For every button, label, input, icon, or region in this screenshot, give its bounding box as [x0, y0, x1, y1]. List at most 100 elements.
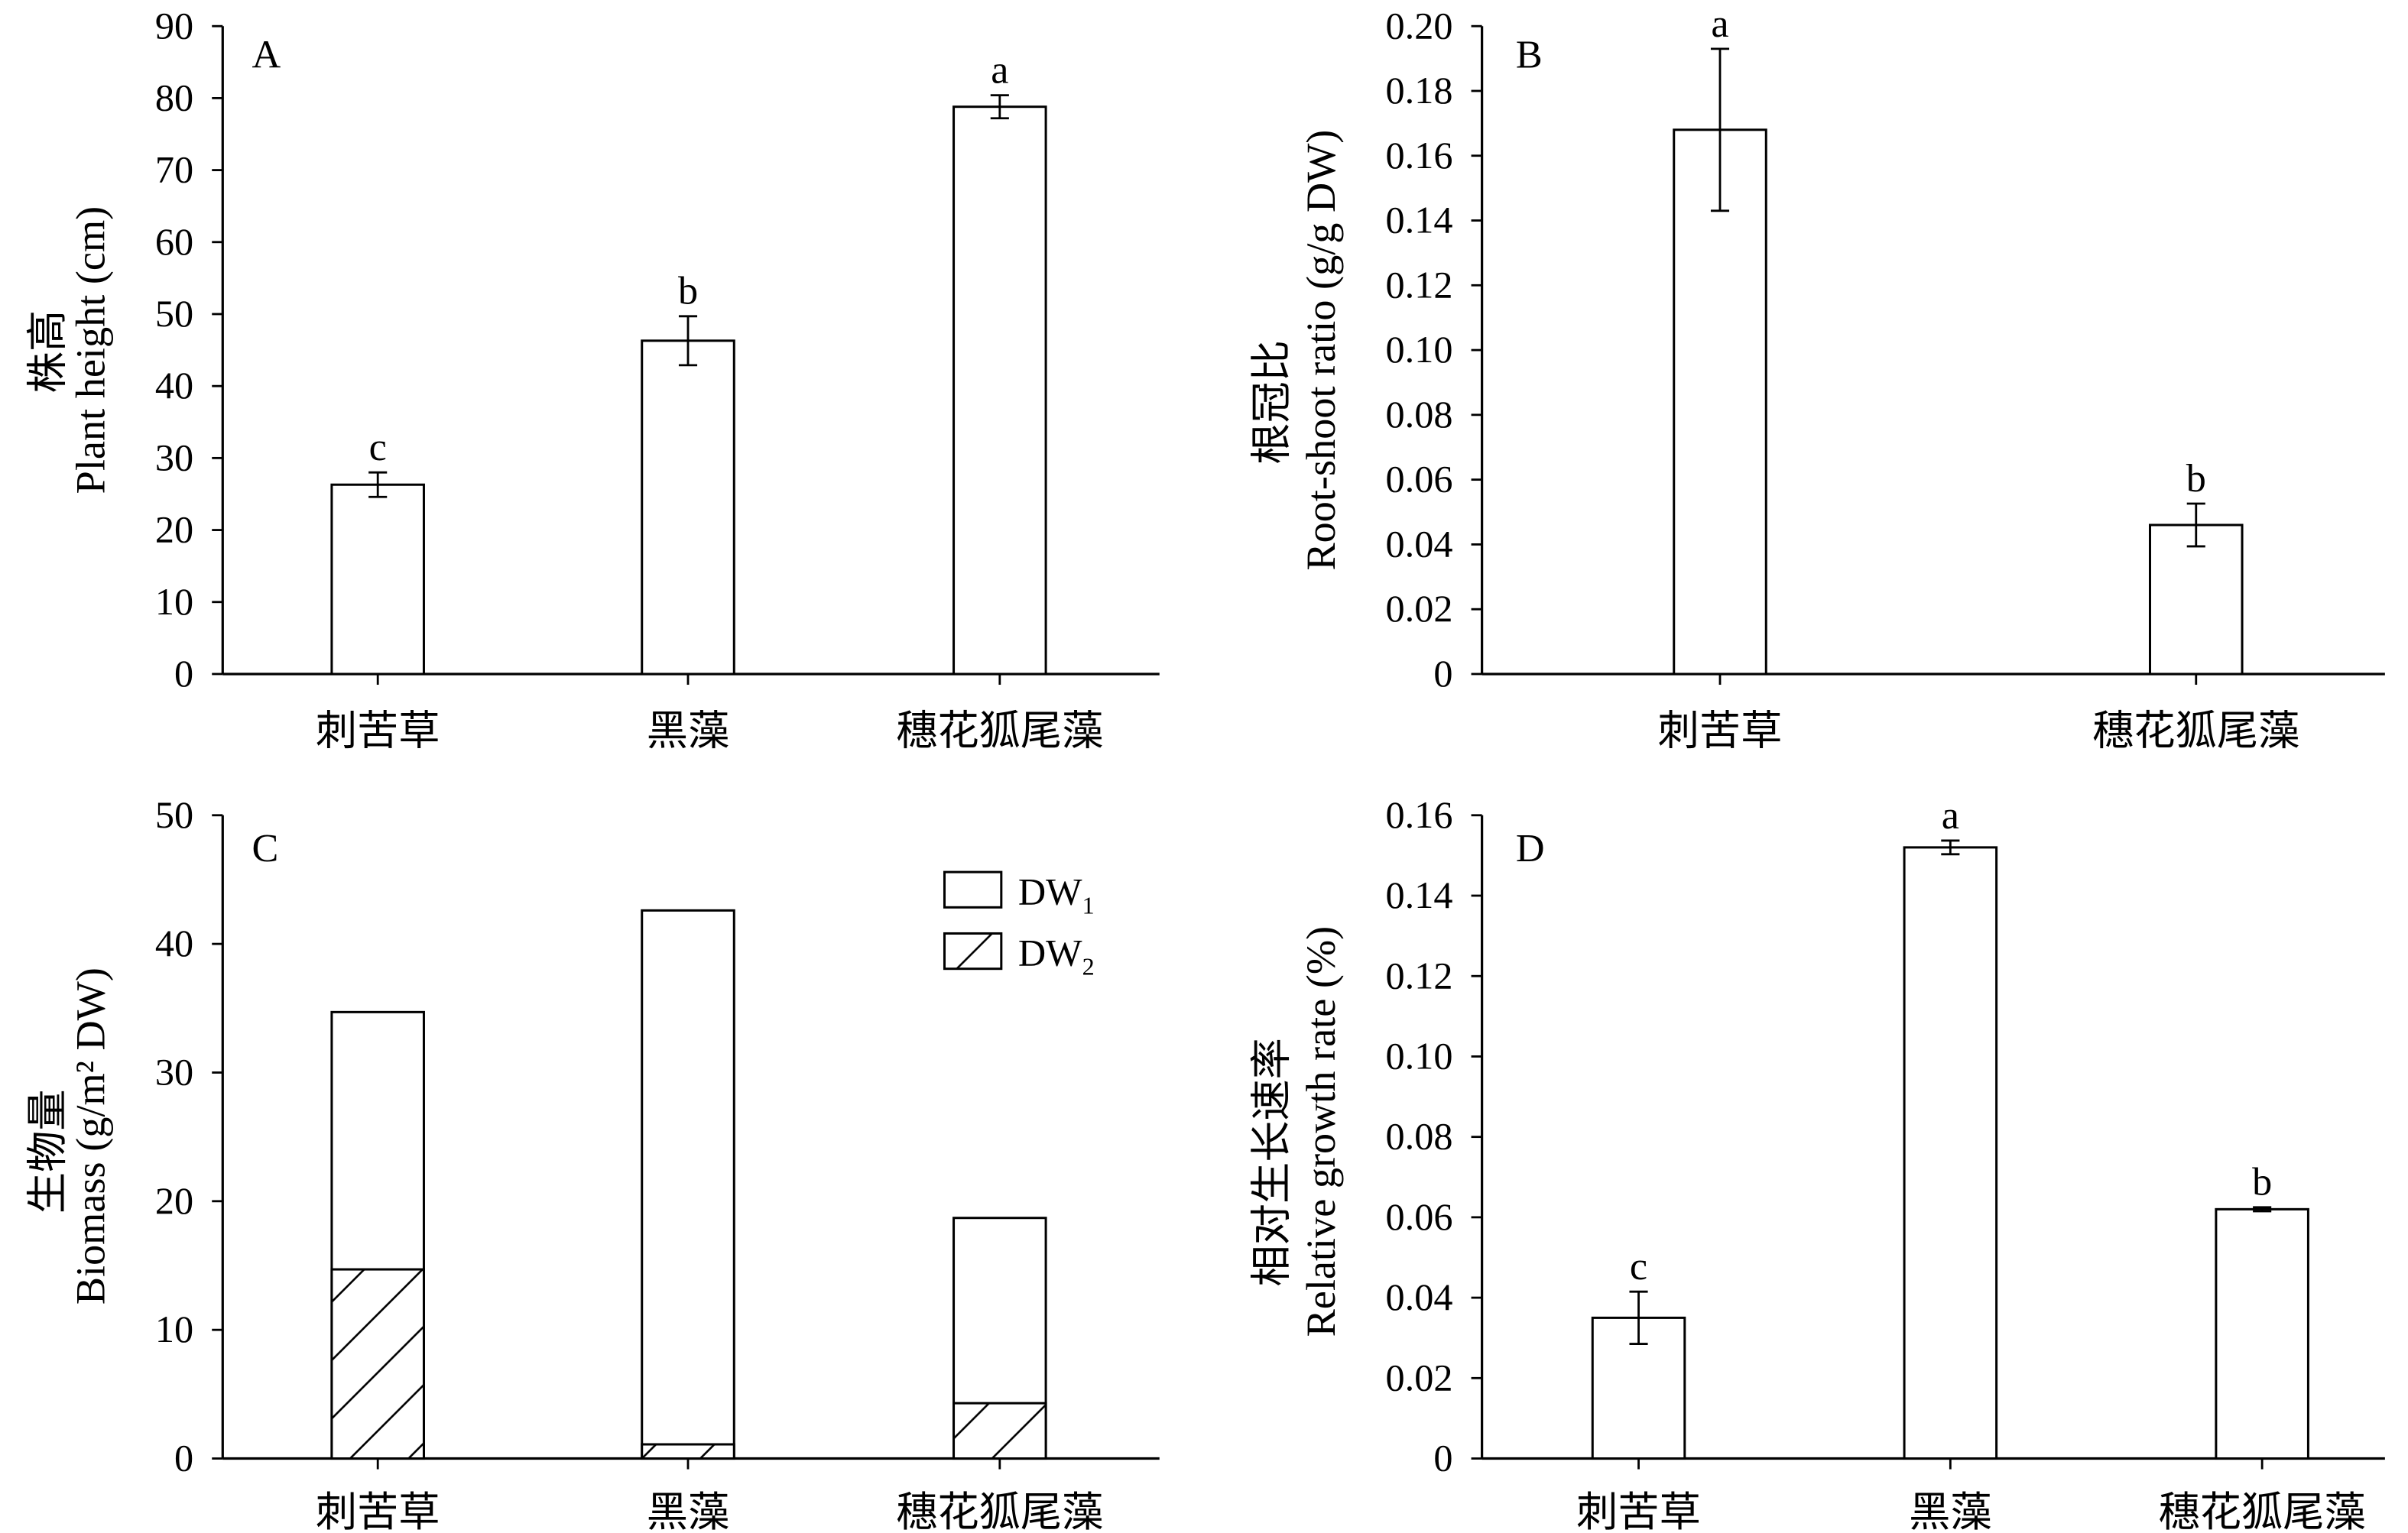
y-tick-label: 10 — [155, 1308, 193, 1350]
significance-letter: b — [2252, 1160, 2272, 1204]
legend-label-base: DW — [1018, 932, 1082, 974]
error-bar — [368, 471, 388, 498]
y-tick-label: 0.02 — [1386, 1356, 1453, 1398]
legend-label-base: DW — [1018, 870, 1082, 912]
y-tick-label: 20 — [155, 508, 193, 551]
bar — [330, 483, 425, 676]
y-tick-label: 0.06 — [1386, 1195, 1453, 1238]
y-tick-label: 0.10 — [1386, 1035, 1453, 1078]
bar — [2148, 523, 2244, 676]
y-axis-title: Plant height (cm) — [68, 206, 114, 494]
y-tick-label: 0.02 — [1386, 587, 1453, 630]
x-tick-label: 黑藻 — [647, 1489, 729, 1533]
y-tick-label: 0.08 — [1386, 1115, 1453, 1158]
error-bar — [1941, 839, 1960, 856]
error-bar — [990, 94, 1009, 120]
y-tick-label: 0.14 — [1386, 873, 1453, 916]
y-axis-title-zh: 株高 — [24, 310, 70, 393]
y-tick-label: 50 — [155, 292, 193, 335]
error-bar — [2253, 1206, 2272, 1213]
significance-letter: a — [1711, 2, 1728, 46]
y-axis-title: Relative growth rate (%) — [1298, 926, 1344, 1337]
significance-letter: a — [1942, 793, 1959, 838]
y-tick-label: 80 — [155, 76, 193, 118]
error-bar — [678, 315, 698, 367]
x-tick-label: 黑藻 — [1909, 1489, 1991, 1533]
bar — [1903, 846, 1998, 1460]
panel-label: B — [1516, 32, 1543, 76]
y-tick-label: 0 — [174, 1437, 193, 1480]
y-tick-label: 0.16 — [1386, 793, 1453, 836]
panel-label: D — [1516, 826, 1545, 870]
y-tick-label: 0.18 — [1386, 69, 1453, 112]
y-tick-label: 40 — [155, 922, 193, 964]
x-tick-label: 刺苦草 — [1576, 1489, 1701, 1533]
error-bar — [2186, 502, 2205, 548]
y-axis-title: Root-shoot ratio (g/g DW) — [1298, 130, 1344, 571]
bar-dw2 — [641, 1443, 735, 1460]
bar — [1673, 128, 1767, 676]
y-tick-label: 0.06 — [1386, 458, 1453, 501]
y-tick-label: 0.20 — [1386, 4, 1453, 47]
y-tick-label: 70 — [155, 148, 193, 191]
bar-dw1 — [641, 909, 735, 1460]
panel-label: C — [252, 826, 278, 870]
y-tick-label: 0.04 — [1386, 1275, 1453, 1318]
bar-dw2 — [952, 1402, 1047, 1460]
panel-d: 0 0.02 0.04 0.06 0.08 0.10 0.12 0.14 0.16 刺苦草 黑藻 穗花… — [1248, 793, 2385, 1533]
panel-label: A — [252, 32, 281, 76]
y-tick-label: 40 — [155, 364, 193, 407]
bar — [952, 105, 1047, 676]
significance-letter: a — [991, 48, 1008, 92]
y-tick-label: 0 — [174, 652, 193, 695]
y-tick-label: 30 — [155, 436, 193, 478]
panel-a: 0 10 20 30 40 50 60 70 80 90 刺苦草 黑藻 穗花狐尾藻 c b a 株高Plant … — [24, 4, 1160, 754]
x-tick-label: 刺苦草 — [316, 1489, 440, 1533]
y-tick-label: 20 — [155, 1179, 193, 1222]
legend-label-subscript: 1 — [1082, 891, 1095, 919]
y-tick-label: 0.04 — [1386, 522, 1453, 565]
y-tick-label: 10 — [155, 580, 193, 623]
x-tick-label: 穗花狐尾藻 — [896, 1489, 1103, 1533]
y-tick-label: 0 — [1433, 652, 1452, 695]
x-tick-label: 穗花狐尾藻 — [2159, 1489, 2366, 1533]
y-tick-label: 0 — [1433, 1437, 1452, 1480]
significance-letter: c — [1630, 1244, 1647, 1288]
y-tick-label: 90 — [155, 4, 193, 47]
panel-b: 0 0.02 0.04 0.06 0.08 0.10 0.12 0.14 0.16 0.18 0.2… — [1248, 2, 2385, 754]
bar-dw2 — [330, 1268, 425, 1460]
y-tick-label: 0.08 — [1386, 393, 1453, 436]
significance-letter: b — [678, 269, 698, 313]
y-axis-title-zh: 根冠比 — [1248, 340, 1294, 465]
x-tick-label: 穗花狐尾藻 — [2092, 708, 2299, 754]
x-tick-label: 刺苦草 — [316, 708, 440, 754]
bar — [2215, 1207, 2309, 1460]
y-tick-label: 30 — [155, 1051, 193, 1094]
y-axis-title: Biomass (g/m² DW) — [68, 967, 114, 1305]
legend-label-subscript: 2 — [1082, 953, 1095, 980]
significance-letter: c — [369, 425, 387, 469]
legend-label: DW1 — [1018, 870, 1095, 919]
y-tick-label: 0.10 — [1386, 328, 1453, 371]
y-axis-title-zh: 相对生长速率 — [1248, 1038, 1294, 1286]
bar — [641, 339, 735, 676]
x-tick-label: 穗花狐尾藻 — [896, 708, 1103, 754]
y-tick-label: 0.12 — [1386, 263, 1453, 306]
y-tick-label: 50 — [155, 793, 193, 836]
legend-swatch — [943, 932, 1003, 971]
legend-label: DW2 — [1018, 932, 1095, 980]
legend-swatch — [943, 870, 1003, 909]
significance-letter: b — [2186, 456, 2206, 501]
y-tick-label: 0.16 — [1386, 134, 1453, 177]
y-tick-label: 60 — [155, 220, 193, 263]
y-axis-title-zh: 生物量 — [24, 1089, 70, 1214]
error-bar — [1629, 1290, 1648, 1345]
y-tick-label: 0.12 — [1386, 954, 1453, 997]
x-tick-label: 黑藻 — [647, 708, 729, 754]
x-tick-label: 刺苦草 — [1658, 708, 1783, 754]
error-bar — [1710, 47, 1730, 212]
y-tick-label: 0.14 — [1386, 199, 1453, 241]
